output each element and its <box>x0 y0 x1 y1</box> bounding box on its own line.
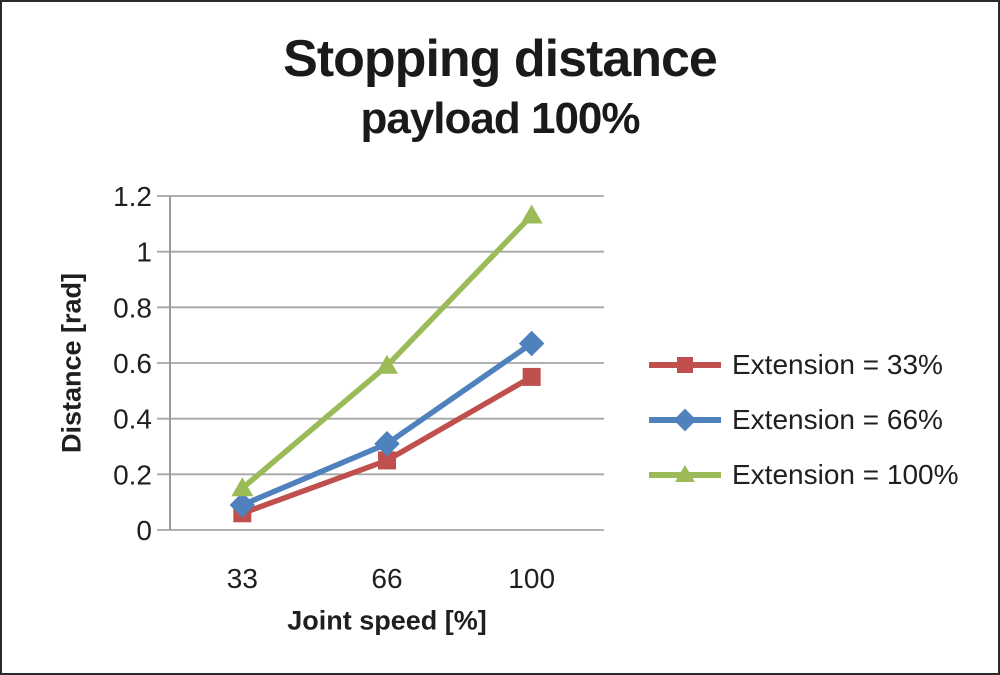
legend-item-extension-66: Extension = 66% <box>648 392 959 447</box>
data-point-marker <box>374 430 400 457</box>
data-point-marker <box>520 204 543 224</box>
y-tick-label: 0.6 <box>113 348 152 379</box>
legend: Extension = 33% Extension = 66% Extensio… <box>648 337 959 502</box>
data-point-marker <box>677 356 693 373</box>
chart-title: Stopping distance <box>283 30 718 88</box>
legend-marker-square-icon <box>649 356 721 373</box>
x-tick-label: 33 <box>227 563 258 594</box>
y-axis-title: Distance [rad] <box>56 272 87 454</box>
data-point-marker <box>231 477 254 497</box>
data-point-marker <box>378 451 396 470</box>
x-tick-label: 100 <box>508 563 555 594</box>
legend-marker-triangle-icon <box>649 464 721 482</box>
data-point-marker <box>518 330 545 357</box>
y-tick-label: 0.8 <box>113 292 152 323</box>
chart-subtitle: payload 100% <box>360 94 640 143</box>
legend-label: Extension = 33% <box>732 348 943 380</box>
legend-label: Extension = 100% <box>732 458 959 490</box>
y-tick-label: 1.2 <box>113 181 152 212</box>
y-tick-label: 1 <box>136 237 152 268</box>
x-tick-label: 66 <box>371 563 402 594</box>
y-tick-label: 0.4 <box>113 404 152 435</box>
legend-item-extension-33: Extension = 33% <box>648 337 959 392</box>
x-axis-title: Joint speed [%] <box>287 605 487 636</box>
data-point-marker <box>522 367 541 386</box>
data-point-marker <box>673 408 697 431</box>
data-point-marker <box>675 464 695 482</box>
legend-item-extension-100: Extension = 100% <box>648 447 959 502</box>
y-tick-label: 0 <box>136 515 152 546</box>
legend-marker-diamond-icon <box>649 408 721 431</box>
legend-label: Extension = 66% <box>732 403 943 435</box>
y-tick-label: 0.2 <box>113 459 152 490</box>
data-point-marker <box>229 492 256 518</box>
data-point-marker <box>376 354 398 374</box>
